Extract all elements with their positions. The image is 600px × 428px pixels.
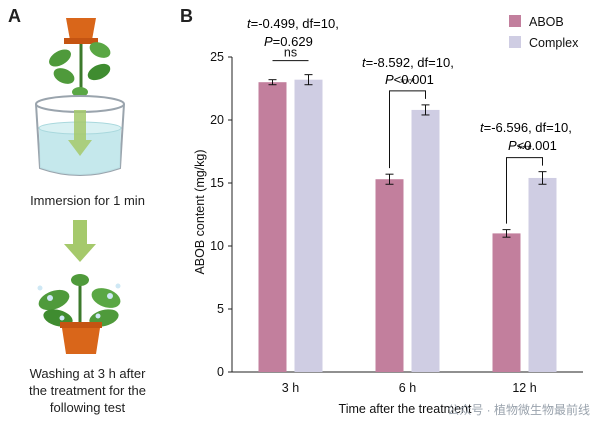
stat-6h-line1: t=-8.592, df=10, bbox=[362, 55, 454, 70]
x-tick-label: 12 h bbox=[512, 381, 536, 395]
panel-a-label: A bbox=[8, 6, 21, 26]
stat-3h-line2: P=0.629 bbox=[264, 34, 313, 49]
legend: ABOB Complex bbox=[509, 15, 579, 50]
y-tick-label: 20 bbox=[210, 113, 224, 127]
bar-abob bbox=[258, 82, 287, 372]
watermark: 公众号 · 植物微生物最前线 bbox=[447, 403, 590, 417]
legend-label-abob: ABOB bbox=[529, 15, 564, 29]
stat-3h-line1: t=-0.499, df=10, bbox=[247, 16, 339, 31]
y-tick-label: 10 bbox=[210, 239, 224, 253]
bars-group bbox=[258, 74, 557, 373]
step2-caption-line: Washing at 3 h after bbox=[29, 366, 146, 381]
potted-plant-icon bbox=[37, 274, 121, 354]
step2-caption: Washing at 3 h after the treatment for t… bbox=[0, 365, 175, 416]
y-axis-label: ABOB content (mg/kg) bbox=[193, 149, 207, 274]
legend-swatch-abob bbox=[509, 15, 521, 27]
axes-group: 0 5 10 15 20 25 3 h 6 h 12 h bbox=[210, 50, 583, 395]
panel-b-label: B bbox=[180, 6, 193, 26]
beaker-icon bbox=[35, 95, 125, 176]
legend-label-complex: Complex bbox=[529, 36, 579, 50]
bar-abob bbox=[492, 233, 521, 372]
inverted-plant-icon bbox=[49, 18, 111, 97]
x-tick-label: 3 h bbox=[282, 381, 299, 395]
x-tick-label: 6 h bbox=[399, 381, 416, 395]
significance-label: *** bbox=[400, 76, 415, 90]
y-tick-label: 5 bbox=[217, 302, 224, 316]
bar-complex bbox=[528, 177, 557, 372]
step2-caption-line: the treatment for the bbox=[28, 383, 147, 398]
step2-caption-line: following test bbox=[49, 400, 126, 415]
bar-abob bbox=[375, 179, 404, 372]
significance-label: *** bbox=[517, 143, 532, 157]
bar-complex bbox=[411, 109, 440, 373]
legend-swatch-complex bbox=[509, 36, 521, 48]
down-arrow-icon bbox=[64, 220, 96, 262]
significance-bracket bbox=[506, 157, 543, 224]
significance-label: ns bbox=[284, 46, 297, 60]
x-axis-label: Time after the treatment bbox=[339, 402, 472, 416]
panel-a: A bbox=[0, 0, 180, 428]
stat-12h-line2: P<0.001 bbox=[508, 138, 557, 153]
y-tick-label: 15 bbox=[210, 176, 224, 190]
significance-group: ns *** *** bbox=[272, 46, 543, 224]
panel-a-illustration bbox=[35, 18, 125, 354]
bar-complex bbox=[294, 79, 323, 373]
step1-caption: Immersion for 1 min bbox=[30, 193, 145, 208]
y-tick-label: 25 bbox=[210, 50, 224, 64]
stat-12h-line1: t=-6.596, df=10, bbox=[480, 120, 572, 135]
stat-6h-line2: P<0.001 bbox=[385, 72, 434, 87]
significance-bracket bbox=[389, 90, 426, 169]
y-tick-label: 0 bbox=[217, 365, 224, 379]
